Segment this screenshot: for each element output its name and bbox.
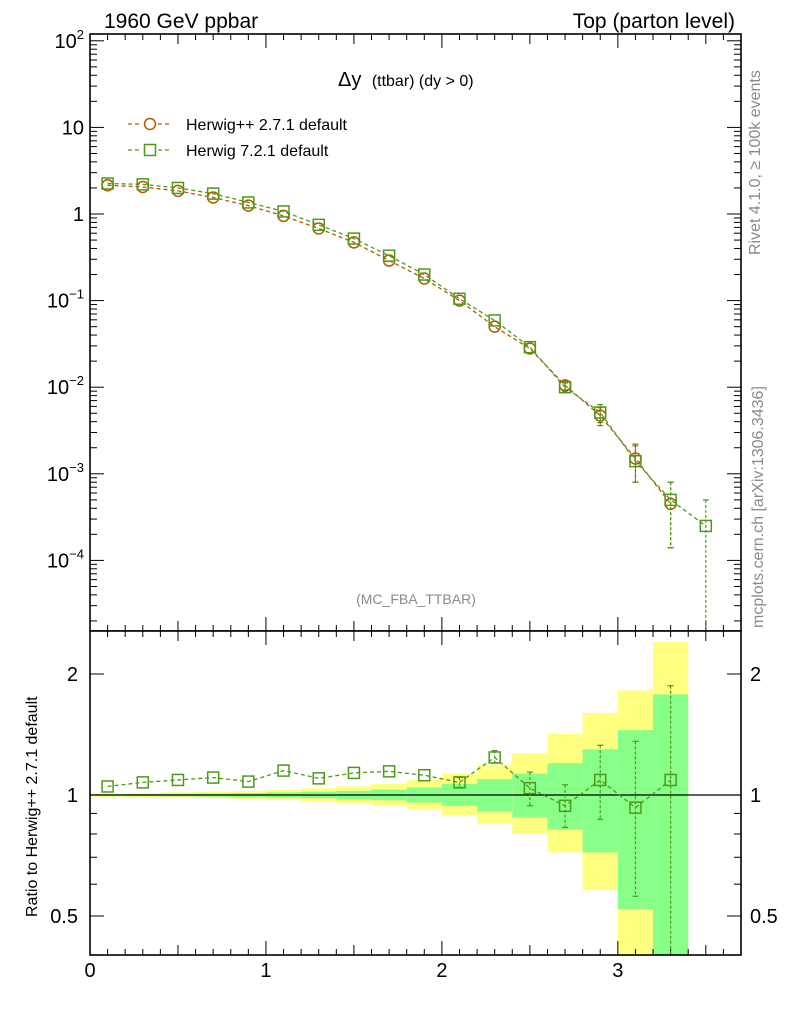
ratio-data-point-square xyxy=(488,751,501,764)
data-point-square xyxy=(382,249,396,262)
data-point-square xyxy=(418,268,431,281)
legend-entry-herwig7: Herwig 7.2.1 default xyxy=(128,143,329,160)
data-point-square xyxy=(558,380,572,394)
data-point-square xyxy=(101,177,114,190)
ratio-axis-ticks xyxy=(89,631,742,956)
ratio-y-tick-labels: 0.5 0.5 1 1 2 2 xyxy=(50,664,778,928)
ratio-data-point-square xyxy=(664,773,677,787)
ratio-data-point-square xyxy=(242,775,255,788)
ratio-data-point-square xyxy=(418,768,431,782)
ratio-data-point-square xyxy=(558,799,572,813)
main-y-tick-labels: 102 10 1 10−1 10−2 10−3 10−4 xyxy=(47,27,84,573)
legend: Herwig++ 2.7.1 default Herwig 7.2.1 defa… xyxy=(128,117,348,160)
ratio-plot-frame xyxy=(89,630,742,956)
legend-circle-marker xyxy=(143,117,157,131)
main-plot-panel: 102 10 1 10−1 10−2 10−3 10−4 Δy (ttbar) (dy > … xyxy=(47,27,742,632)
ratio-data-point-square xyxy=(136,776,150,789)
ratio-data-point-square xyxy=(101,780,114,793)
ratio-data-point-square xyxy=(382,765,396,778)
data-point-square xyxy=(312,218,325,232)
ratio-y-tick-label: 1 xyxy=(67,785,78,807)
y-tick-label: 10 xyxy=(62,117,84,139)
header-left-label: 1960 GeV ppbar xyxy=(104,10,258,33)
main-axis-ticks xyxy=(89,34,742,631)
data-point-square xyxy=(699,519,713,533)
x-tick-label: 2 xyxy=(436,960,447,982)
ratio-data-point-square xyxy=(629,801,642,814)
ratio-data-point-square xyxy=(312,772,325,785)
y-tick-label: 10−2 xyxy=(47,373,84,399)
ratio-data-point-square xyxy=(206,771,220,784)
ratio-series-group xyxy=(101,685,677,956)
ratio-y-tick-label-right: 2 xyxy=(750,664,761,686)
x-tick-label: 1 xyxy=(260,960,271,982)
ratio-data-point-square xyxy=(593,773,607,787)
y-tick-label: 10−1 xyxy=(47,287,84,313)
green-band-segment xyxy=(617,730,654,910)
x-tick-label: 0 xyxy=(84,960,95,982)
legend-entry-herwigpp: Herwig++ 2.7.1 default xyxy=(128,117,348,134)
plot-title-rest: (ttbar) (dy > 0) xyxy=(372,73,474,90)
header-right-label: Top (parton level) xyxy=(573,10,735,33)
data-point-square xyxy=(523,340,537,354)
y-tick-label: 1 xyxy=(73,204,84,226)
y-tick-label: 10−4 xyxy=(47,546,84,572)
data-point-square xyxy=(593,406,607,419)
analysis-id-annotation: (MC_FBA_TTBAR) xyxy=(356,591,476,607)
legend-label-herwig7: Herwig 7.2.1 default xyxy=(186,143,329,160)
series-herwig7 xyxy=(101,177,713,631)
legend-label-herwigpp: Herwig++ 2.7.1 default xyxy=(186,117,348,134)
plot-title-symbol: Δy xyxy=(338,69,361,91)
ratio-y-axis-label: Ratio to Herwig++ 2.7.1 default xyxy=(24,696,41,917)
data-point-square xyxy=(347,232,361,245)
rivet-version-label: Rivet 4.1.0, ≥ 100k events xyxy=(747,70,764,255)
ratio-y-tick-label-right: 1 xyxy=(750,785,761,807)
ratio-data-point-square xyxy=(453,776,466,789)
x-tick-label: 3 xyxy=(612,960,623,982)
plot-title: Δy (ttbar) (dy > 0) xyxy=(338,69,474,91)
data-point-square xyxy=(242,196,255,209)
ratio-data-point-square xyxy=(171,773,185,787)
data-point-square xyxy=(206,187,220,200)
data-point-square xyxy=(171,181,185,195)
ratio-data-point-square xyxy=(523,781,537,795)
data-point-square xyxy=(277,205,290,218)
data-point-square xyxy=(664,493,677,507)
x-tick-labels: 0 1 2 3 xyxy=(84,960,623,982)
ratio-y-tick-label-right: 0.5 xyxy=(750,906,778,928)
ratio-y-tick-label: 2 xyxy=(67,664,78,686)
data-point-square xyxy=(488,314,501,327)
legend-square-marker xyxy=(143,143,157,157)
ratio-series-line xyxy=(107,756,672,809)
main-series-group xyxy=(101,177,713,631)
data-point-square xyxy=(453,292,466,306)
data-point-square xyxy=(629,454,642,468)
ratio-y-tick-label: 0.5 xyxy=(50,906,78,928)
y-tick-label: 102 xyxy=(55,27,84,53)
ratio-plot-panel: 0.5 0.5 1 1 2 2 0 1 2 3 Ratio to Herwig++ 2.7.1 … xyxy=(24,630,778,982)
y-tick-label: 10−3 xyxy=(47,460,84,486)
mcplots-label: mcplots.cern.ch [arXiv:1306.3436] xyxy=(750,386,767,628)
ratio-series-herwig7 xyxy=(101,685,677,956)
ratio-data-point-square xyxy=(277,764,290,777)
ratio-data-point-square xyxy=(347,766,361,780)
data-point-square xyxy=(136,178,150,191)
